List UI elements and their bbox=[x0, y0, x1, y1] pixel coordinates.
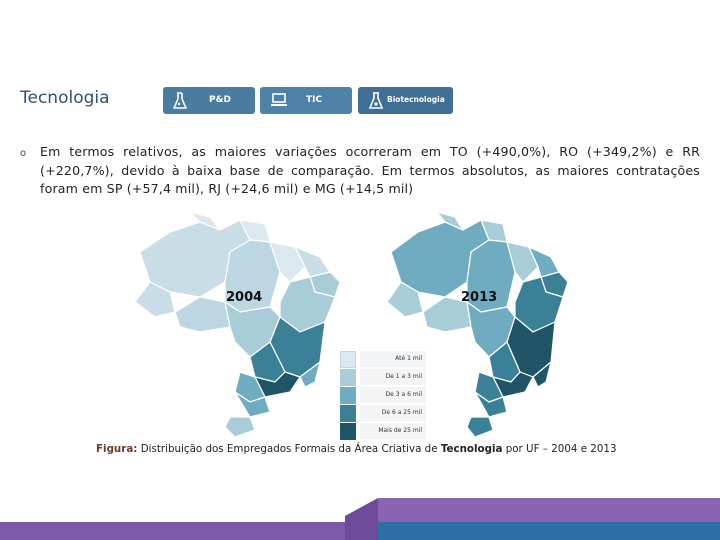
tab-pd[interactable]: P&D bbox=[163, 87, 255, 114]
legend-item: Até 1 mil bbox=[340, 351, 430, 369]
map-legend: Até 1 mil De 1 a 3 mil De 3 a 6 mil De 6… bbox=[340, 351, 430, 441]
laptop-icon bbox=[271, 93, 287, 106]
caption-bold: Tecnologia bbox=[440, 443, 503, 455]
legend-swatch bbox=[340, 387, 356, 404]
legend-item: De 1 a 3 mil bbox=[340, 369, 430, 387]
legend-swatch bbox=[340, 351, 356, 368]
tab-tic-label: TIC bbox=[306, 95, 323, 105]
map-2004 bbox=[134, 212, 340, 437]
legend-swatch bbox=[340, 423, 356, 440]
beaker-icon bbox=[368, 92, 384, 109]
caption-text-end: por UF – 2004 e 2013 bbox=[505, 443, 617, 455]
flask-icon bbox=[173, 92, 187, 109]
caption-label: Figura: bbox=[96, 443, 138, 455]
footer-decoration bbox=[0, 498, 720, 540]
figure-caption: Figura: Distribuição dos Empregados Form… bbox=[96, 443, 617, 455]
map-2004-year: 2004 bbox=[226, 290, 263, 305]
legend-swatch bbox=[340, 405, 356, 422]
legend-label: De 3 a 6 mil bbox=[360, 387, 426, 403]
tab-biotecnologia-label: Biotecnologia bbox=[387, 95, 445, 104]
legend-item: De 6 a 25 mil bbox=[340, 405, 430, 423]
caption-text: Distribuição dos Empregados Formais da Á… bbox=[140, 443, 438, 455]
map-2013-year: 2013 bbox=[461, 290, 498, 305]
tab-biotecnologia[interactable]: Biotecnologia bbox=[358, 87, 453, 114]
legend-swatch bbox=[340, 369, 356, 386]
body-paragraph: Em termos relativos, as maiores variaçõe… bbox=[40, 144, 700, 196]
legend-label: De 1 a 3 mil bbox=[360, 369, 426, 385]
tab-tic[interactable]: TIC bbox=[260, 87, 352, 114]
bullet-marker: o bbox=[20, 148, 27, 159]
legend-label: Mais de 25 mil bbox=[360, 423, 426, 439]
map-2013 bbox=[386, 212, 568, 437]
section-title: Tecnologia bbox=[20, 88, 110, 108]
legend-item: De 3 a 6 mil bbox=[340, 387, 430, 405]
legend-label: De 6 a 25 mil bbox=[360, 405, 426, 421]
legend-item: Mais de 25 mil bbox=[340, 423, 430, 441]
tab-pd-label: P&D bbox=[209, 95, 231, 105]
legend-label: Até 1 mil bbox=[360, 351, 426, 367]
